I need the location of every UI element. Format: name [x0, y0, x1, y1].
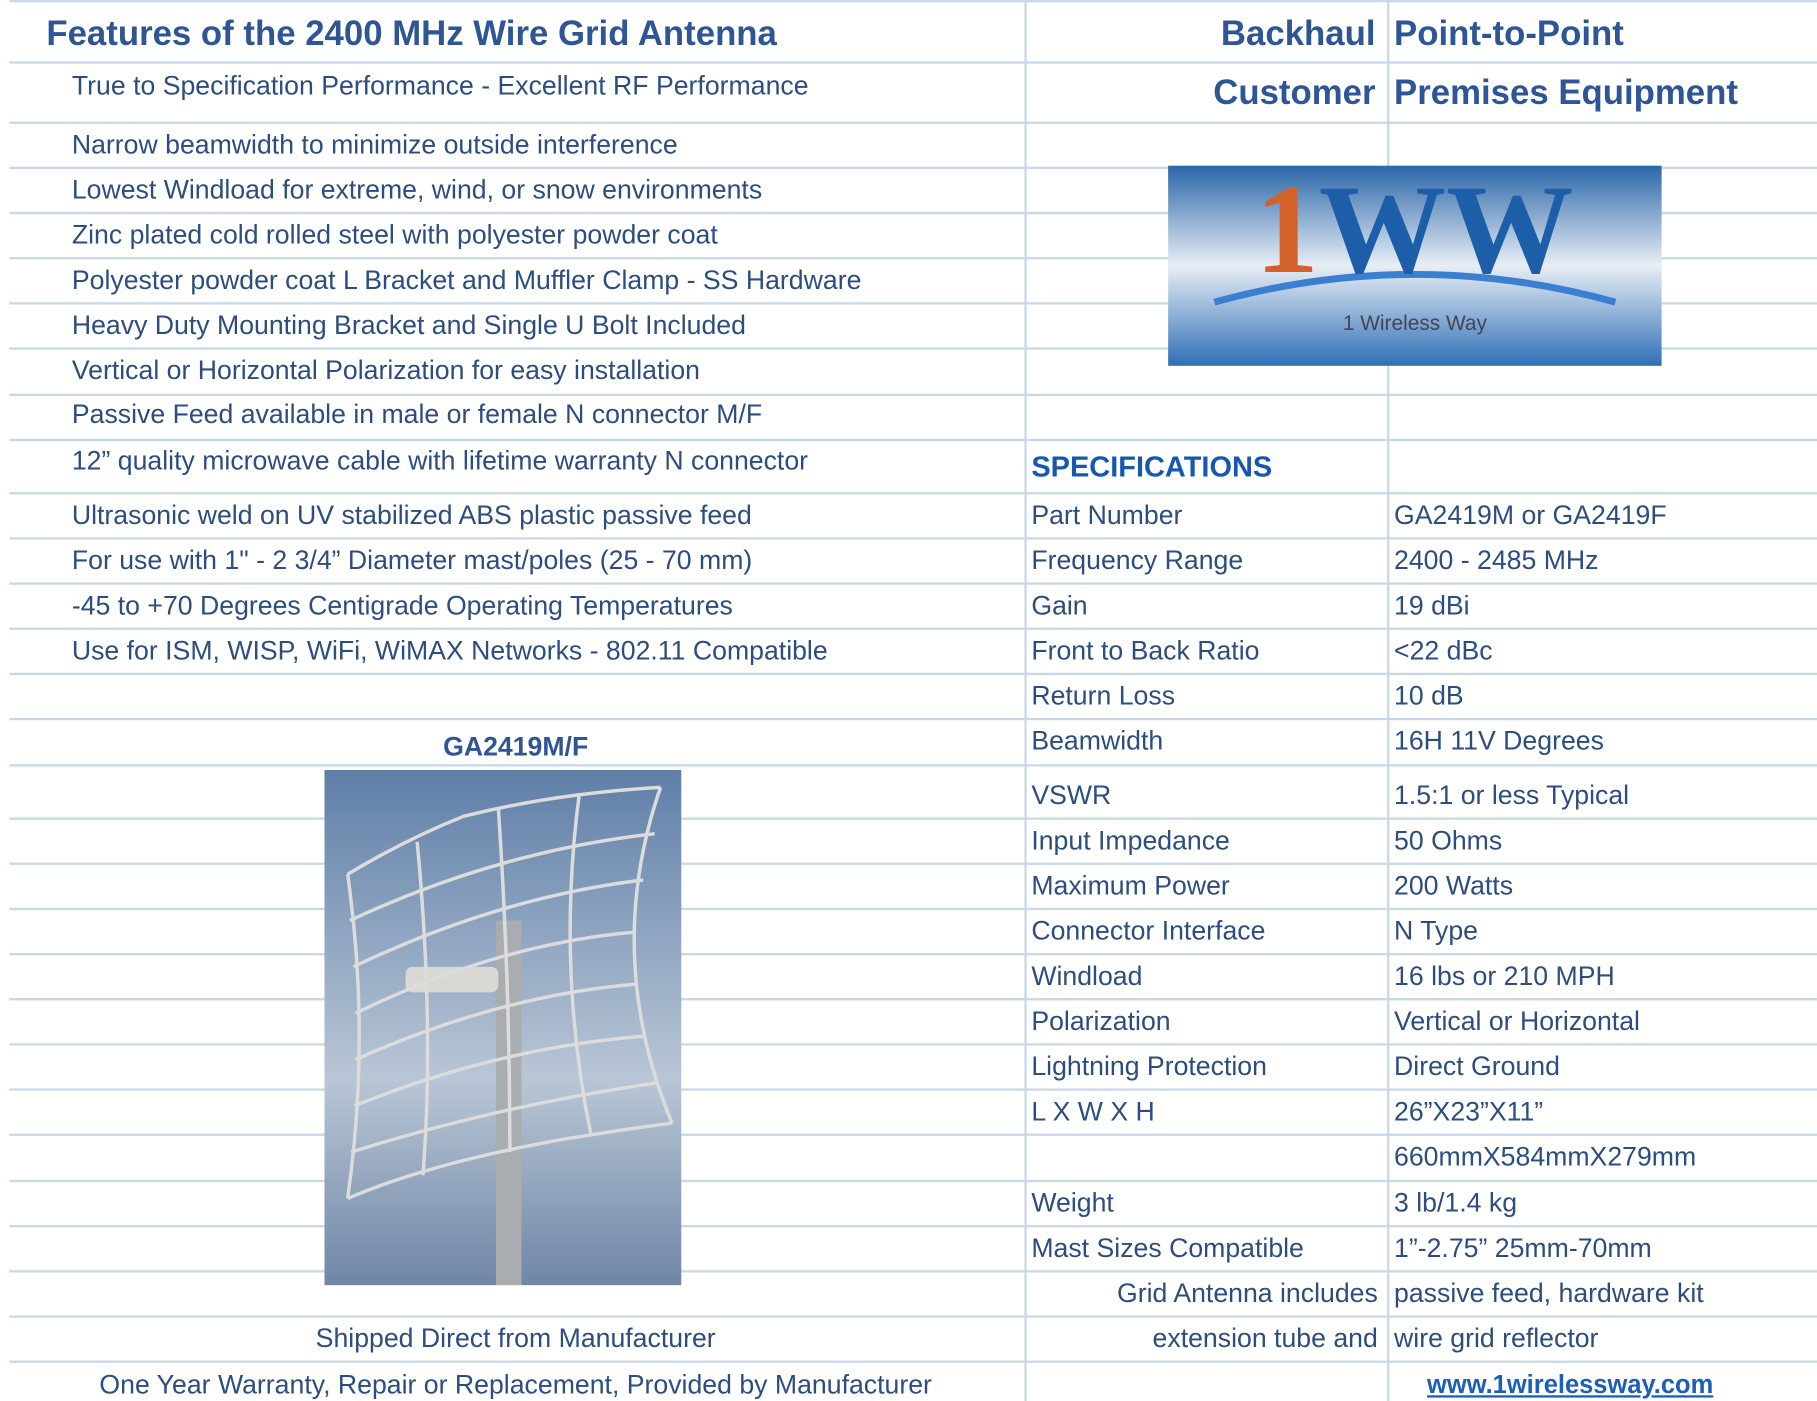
- page: {"header":{"title":"Features of the 2400…: [0, 0, 1817, 1401]
- feature: For use with 1" - 2 3/4” Diameter mast/p…: [72, 547, 752, 574]
- website-link[interactable]: www.1wirelessway.com: [1427, 1372, 1713, 1397]
- spec-label: Mast Sizes Compatible: [1031, 1235, 1304, 1262]
- spec-value: Vertical or Horizontal: [1394, 1008, 1640, 1035]
- tag: Backhaul: [1221, 17, 1376, 52]
- includes-label: Grid Antenna includes: [1117, 1280, 1378, 1307]
- spec-label: Weight: [1031, 1190, 1113, 1217]
- row-line: [9, 582, 1817, 584]
- spec-label: VSWR: [1031, 782, 1111, 809]
- spec-value: 10 dB: [1394, 683, 1464, 710]
- model: GA2419M/F: [443, 734, 588, 761]
- row-line: [9, 953, 1817, 955]
- row-line: [9, 628, 1817, 630]
- includes-label: extension tube and: [1153, 1325, 1378, 1352]
- feature: Polyester powder coat L Bracket and Muff…: [72, 267, 862, 294]
- row-line: [9, 537, 1817, 539]
- spec-value: N Type: [1394, 918, 1478, 945]
- row-line: [9, 817, 1817, 819]
- spec-label: Part Number: [1031, 502, 1182, 529]
- feature: 12” quality microwave cable with lifetim…: [72, 448, 808, 475]
- row-line: [9, 1134, 1817, 1136]
- feature: Lowest Windload for extreme, wind, or sn…: [72, 177, 762, 204]
- spec-value: 3 lb/1.4 kg: [1394, 1190, 1517, 1217]
- feature: Narrow beamwidth to minimize outside int…: [72, 131, 678, 158]
- row-line: [9, 863, 1817, 865]
- spec-value: 2400 - 2485 MHz: [1394, 547, 1598, 574]
- sheet: 1WW 1 Wireless Way Features of the 2400 …: [0, 0, 1817, 1401]
- antenna-photo: [324, 770, 681, 1285]
- row-line: [9, 998, 1817, 1000]
- spec-label: L X W X H: [1031, 1098, 1154, 1125]
- row-line: [9, 394, 1817, 396]
- row-line: [9, 1315, 1817, 1317]
- spec-label: Windload: [1031, 963, 1142, 990]
- row-line: [9, 718, 1817, 720]
- row-line: [9, 1088, 1817, 1090]
- column-line: [1024, 0, 1026, 1401]
- row-line: [9, 764, 1817, 766]
- spec-label: Return Loss: [1031, 683, 1175, 710]
- title: Features of the 2400 MHz Wire Grid Anten…: [46, 17, 777, 52]
- spec-value: 19 dBi: [1394, 592, 1470, 619]
- row-line: [9, 492, 1817, 494]
- spec-value: GA2419M or GA2419F: [1394, 502, 1667, 529]
- feature: True to Specification Performance - Exce…: [72, 72, 809, 99]
- feature: Ultrasonic weld on UV stabilized ABS pla…: [72, 502, 752, 529]
- spec-value: 16H 11V Degrees: [1394, 728, 1604, 755]
- specs-heading: SPECIFICATIONS: [1031, 453, 1272, 482]
- row-line: [9, 1225, 1817, 1227]
- tag: Point-to-Point: [1394, 17, 1624, 52]
- spec-label: Connector Interface: [1031, 918, 1265, 945]
- row-line: [9, 1180, 1817, 1182]
- spec-label: Gain: [1031, 592, 1087, 619]
- feature: Zinc plated cold rolled steel with polye…: [72, 222, 718, 249]
- row-line: [9, 0, 1817, 2]
- feature: Use for ISM, WISP, WiFi, WiMAX Networks …: [72, 637, 828, 664]
- logo: 1WW 1 Wireless Way: [1168, 166, 1662, 366]
- tag: Customer: [1213, 76, 1375, 111]
- spec-label: Lightning Protection: [1031, 1053, 1267, 1080]
- feature: -45 to +70 Degrees Centigrade Operating …: [72, 592, 733, 619]
- spec-label: Frequency Range: [1031, 547, 1243, 574]
- feature: Vertical or Horizontal Polarization for …: [72, 357, 700, 384]
- spec-value: 26”X23”X11”: [1394, 1098, 1543, 1125]
- row-line: [9, 1043, 1817, 1045]
- row-line: [9, 1361, 1817, 1363]
- row-line: [9, 1270, 1817, 1272]
- row-line: [9, 673, 1817, 675]
- spec-value: 16 lbs or 210 MPH: [1394, 963, 1615, 990]
- tag: Premises Equipment: [1394, 76, 1738, 111]
- spec-label: Beamwidth: [1031, 728, 1163, 755]
- spec-label: Input Impedance: [1031, 827, 1230, 854]
- spec-value: 200 Watts: [1394, 872, 1513, 899]
- warranty-note: One Year Warranty, Repair or Replacement…: [99, 1372, 932, 1399]
- spec-value: Direct Ground: [1394, 1053, 1560, 1080]
- spec-label: Polarization: [1031, 1008, 1170, 1035]
- spec-label: Front to Back Ratio: [1031, 637, 1259, 664]
- spec-value: <22 dBc: [1394, 637, 1493, 664]
- includes-value: passive feed, hardware kit: [1394, 1280, 1704, 1307]
- logo-mark: 1WW: [1255, 166, 1574, 301]
- row-line: [9, 61, 1817, 63]
- spec-label: Maximum Power: [1031, 872, 1229, 899]
- includes-value: wire grid reflector: [1394, 1325, 1598, 1352]
- row-line: [9, 122, 1817, 124]
- spec-value: 1.5:1 or less Typical: [1394, 782, 1629, 809]
- spec-value: 1”-2.75” 25mm-70mm: [1394, 1235, 1652, 1262]
- logo-tagline: 1 Wireless Way: [1343, 312, 1488, 335]
- shipping-note: Shipped Direct from Manufacturer: [316, 1325, 716, 1352]
- spec-value: 660mmX584mmX279mm: [1394, 1143, 1696, 1170]
- feature: Passive Feed available in male or female…: [72, 401, 762, 428]
- feature: Heavy Duty Mounting Bracket and Single U…: [72, 312, 746, 339]
- spec-value: 50 Ohms: [1394, 827, 1502, 854]
- row-line: [9, 439, 1817, 441]
- row-line: [9, 908, 1817, 910]
